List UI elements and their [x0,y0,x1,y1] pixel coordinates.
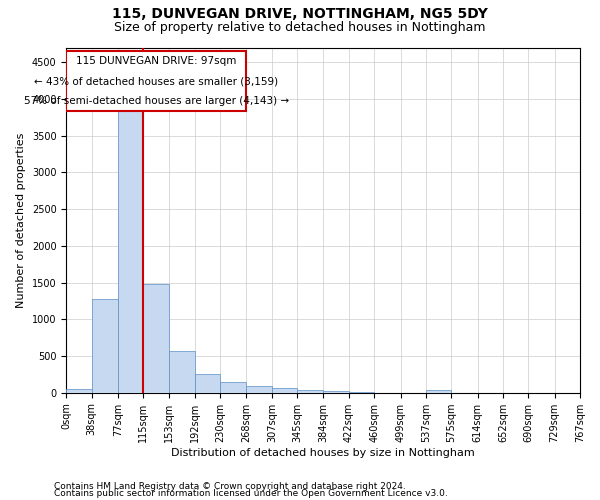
Text: Size of property relative to detached houses in Nottingham: Size of property relative to detached ho… [114,21,486,34]
Bar [220,382,246,392]
Bar [323,390,349,392]
Text: 115, DUNVEGAN DRIVE, NOTTINGHAM, NG5 5DY: 115, DUNVEGAN DRIVE, NOTTINGHAM, NG5 5DY [112,8,488,22]
Bar [246,386,272,392]
Bar [195,374,220,392]
Bar [143,284,169,393]
Bar [118,62,143,392]
X-axis label: Distribution of detached houses by size in Nottingham: Distribution of detached houses by size … [171,448,475,458]
Bar [67,389,92,392]
Text: Contains HM Land Registry data © Crown copyright and database right 2024.: Contains HM Land Registry data © Crown c… [54,482,406,491]
Text: 115 DUNVEGAN DRIVE: 97sqm: 115 DUNVEGAN DRIVE: 97sqm [76,56,236,66]
Text: 57% of semi-detached houses are larger (4,143) →: 57% of semi-detached houses are larger (… [23,96,289,106]
Bar [298,390,323,392]
Text: ← 43% of detached houses are smaller (3,159): ← 43% of detached houses are smaller (3,… [34,76,278,86]
Bar [67,51,246,112]
Bar [426,390,451,392]
Y-axis label: Number of detached properties: Number of detached properties [16,132,26,308]
Bar [92,300,118,392]
Bar [169,351,195,393]
Bar [272,388,298,392]
Text: Contains public sector information licensed under the Open Government Licence v3: Contains public sector information licen… [54,488,448,498]
